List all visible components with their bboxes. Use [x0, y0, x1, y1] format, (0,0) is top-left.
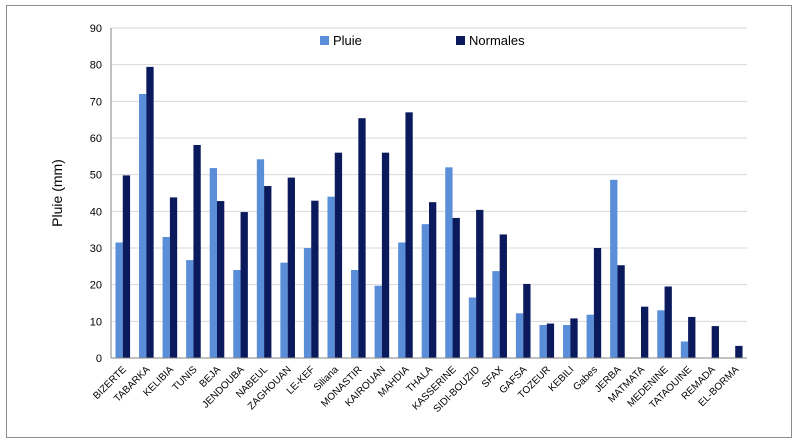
legend-swatch-normales	[456, 36, 465, 45]
y-tick-label: 50	[90, 170, 102, 182]
bar-pluie-thala	[421, 224, 429, 358]
bar-pluie-bizerte	[115, 242, 123, 358]
bar-pluie-kasserine	[445, 167, 453, 358]
bar-normales-medenine	[664, 286, 672, 358]
bar-normales-bizerte	[122, 175, 131, 358]
chart-frame	[6, 5, 792, 438]
y-tick-label: 20	[90, 280, 102, 292]
y-tick-label: 10	[90, 316, 102, 328]
bar-normales-nabeul	[264, 186, 272, 358]
bar-normales-gafsa	[523, 283, 531, 358]
bar-normales-monastir	[358, 118, 366, 358]
bar-pluie-tunis	[186, 260, 194, 358]
y-tick-label: 0	[96, 353, 102, 365]
bar-normales-beja	[217, 201, 225, 358]
bar-pluie-tozeur	[539, 325, 547, 358]
legend-swatch-pluie	[320, 36, 329, 45]
bar-normales-tunis	[193, 144, 201, 358]
bar-pluie-gafsa	[515, 313, 524, 358]
bar-normales-jendouba	[240, 212, 248, 358]
bar-normales-tozeur	[546, 323, 555, 358]
y-tick-label: 30	[90, 243, 102, 255]
y-axis-ticks: 0 10 20 30 40 50 60 70 80 90	[90, 23, 102, 365]
bar-pluie-tabarka	[139, 94, 147, 358]
bar-normales-sfax	[499, 234, 507, 358]
y-tick-label: 80	[90, 60, 102, 72]
bar-normales-tabarka	[146, 66, 154, 359]
bar-pluie-le-kef	[303, 248, 312, 358]
x-category-label: TUNIS	[171, 364, 200, 393]
bar-normales-remada	[711, 326, 719, 358]
bar-normales-kelibia	[169, 197, 178, 358]
bar-normales-sidi-bouzid	[476, 209, 484, 358]
bar-pluie-sfax	[492, 271, 500, 358]
bar-pluie-kelibia	[162, 237, 170, 358]
bar-pluie-medenine	[657, 310, 665, 358]
y-axis-label: Pluie (mm)	[49, 159, 65, 227]
legend-label-normales: Normales	[469, 33, 525, 48]
y-tick-label: 90	[90, 23, 102, 35]
bar-pluie-zaghouan	[280, 262, 288, 358]
bar-pluie-beja	[209, 168, 217, 358]
bar-normales-kebili	[570, 318, 578, 358]
bar-normales-jerba	[617, 265, 625, 358]
bar-normales-mahdia	[405, 112, 413, 358]
bar-pluie-kebili	[563, 325, 571, 358]
bars	[115, 66, 743, 359]
bar-normales-zaghouan	[287, 177, 295, 358]
bar-pluie-jerba	[610, 179, 618, 358]
bar-pluie-siliana	[327, 196, 335, 358]
bar-pluie-gabes	[586, 314, 594, 358]
bar-normales-tataouine	[688, 316, 696, 358]
x-category-label: KEBILI	[547, 364, 577, 394]
bar-normales-el-borma	[735, 345, 743, 358]
bar-pluie-sidi-bouzid	[468, 297, 477, 358]
bar-pluie-tataouine	[680, 341, 689, 358]
bar-normales-thala	[429, 202, 437, 358]
bar-pluie-monastir	[351, 270, 359, 358]
y-tick-label: 70	[90, 96, 102, 108]
bar-normales-siliana	[334, 152, 343, 358]
bar-pluie-kairouan	[374, 285, 382, 358]
bar-normales-kasserine	[452, 217, 460, 358]
bar-pluie-jendouba	[233, 270, 241, 358]
y-tick-label: 60	[90, 133, 102, 145]
bar-pluie-nabeul	[256, 159, 265, 358]
y-tick-label: 40	[90, 206, 102, 218]
bar-normales-le-kef	[311, 200, 319, 358]
bar-normales-matmata	[641, 306, 649, 358]
legend-label-pluie: Pluie	[333, 33, 362, 48]
bar-pluie-mahdia	[398, 242, 406, 358]
bar-normales-gabes	[593, 248, 602, 358]
x-axis-categories: BIZERTETABARKAKELIBIATUNISBEJAJENDOUBANA…	[91, 364, 741, 415]
bar-normales-kairouan	[381, 152, 390, 358]
legend: Pluie Normales	[320, 33, 525, 48]
